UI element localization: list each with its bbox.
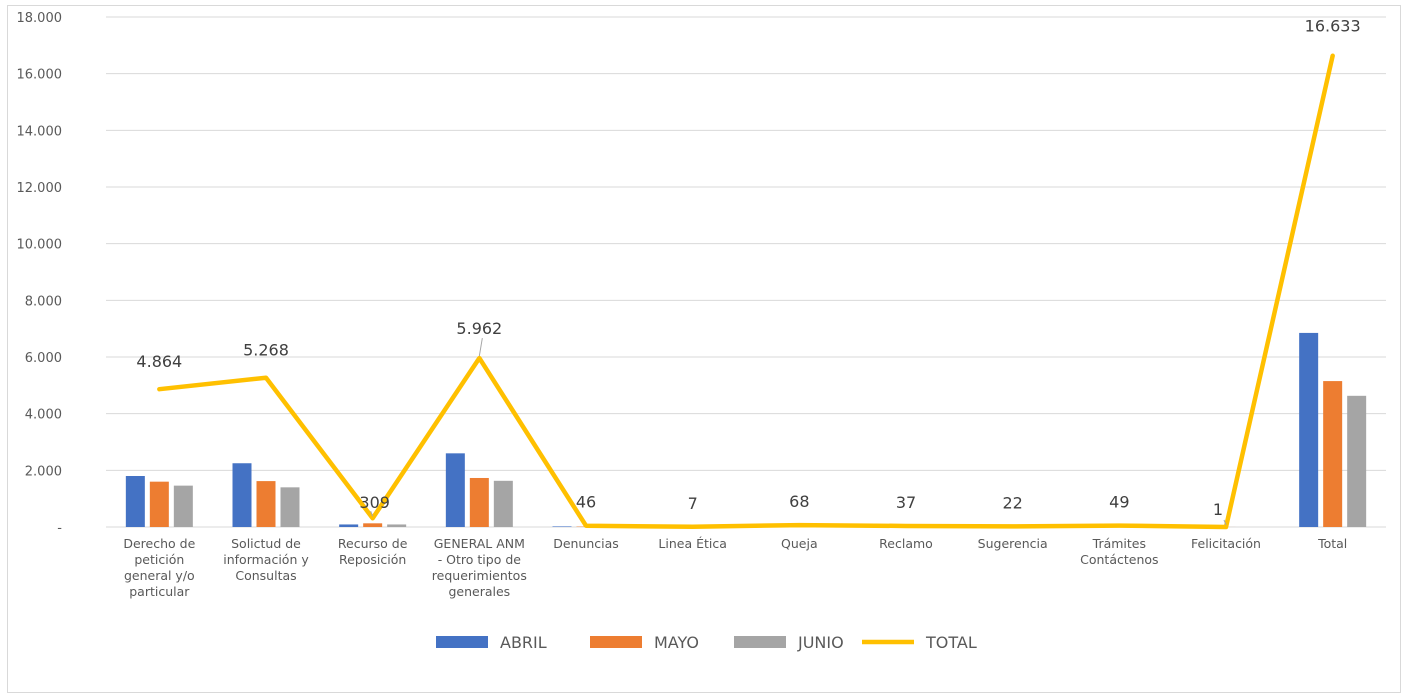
total-line-path <box>157 53 1335 530</box>
data-label: 46 <box>576 493 596 512</box>
legend-swatch-abril <box>436 636 488 648</box>
x-tick-label: Solictud de información y Consultas <box>223 536 309 583</box>
x-tick-label: Sugerencia <box>978 536 1048 551</box>
x-tick-label: Denuncias <box>553 536 619 551</box>
x-tick-label: Linea Ética <box>658 536 727 551</box>
bars <box>125 332 1367 527</box>
legend-swatch-junio <box>734 636 786 648</box>
data-label: 7 <box>688 494 698 513</box>
legend-label-total: TOTAL <box>925 633 977 652</box>
bar-mayo <box>1323 381 1343 527</box>
data-label: 68 <box>789 492 809 511</box>
y-tick-label: 6.000 <box>25 351 62 366</box>
total-line <box>157 53 1335 530</box>
x-tick-label: Total <box>1317 536 1347 551</box>
bar-mayo <box>469 477 489 527</box>
y-axis-ticks: - 2.000 4.000 6.000 8.000 10.000 12.000 14.000 1… <box>17 11 63 536</box>
combo-chart: - 2.000 4.000 6.000 8.000 10.000 12.000 14.000 1… <box>17 11 1386 652</box>
bar-abril <box>1299 332 1319 527</box>
y-tick-label: 18.000 <box>17 11 63 26</box>
legend-swatch-mayo <box>590 636 642 648</box>
y-tick-label: 8.000 <box>25 294 62 309</box>
y-tick-label: 16.000 <box>17 68 63 83</box>
data-label: 37 <box>896 493 916 512</box>
x-tick-label: Trámites Contáctenos <box>1080 536 1158 567</box>
bar-mayo <box>256 481 276 527</box>
legend-label-junio: JUNIO <box>797 633 844 652</box>
legend-label-mayo: MAYO <box>654 633 699 652</box>
data-label: 1 <box>1213 500 1223 519</box>
bar-abril <box>552 526 572 527</box>
data-label: 5.962 <box>456 319 502 338</box>
bar-abril <box>445 453 465 527</box>
data-labels: 4.864 5.268 309 5.962 46 7 68 37 22 49 1 16.633 <box>136 17 1361 526</box>
x-tick-label: Reclamo <box>879 536 933 551</box>
data-label: 49 <box>1109 493 1129 512</box>
bar-mayo <box>363 523 383 527</box>
gridlines <box>106 16 1386 528</box>
label-leader <box>370 511 374 517</box>
legend: ABRIL MAYO JUNIO TOTAL <box>436 633 977 652</box>
bar-mayo <box>149 481 169 527</box>
data-label: 4.864 <box>136 352 182 371</box>
label-leader <box>478 337 483 357</box>
y-tick-label: 10.000 <box>17 238 63 253</box>
bar-junio <box>387 524 407 527</box>
legend-label-abril: ABRIL <box>500 633 547 652</box>
bar-junio <box>493 480 513 527</box>
x-tick-label: Queja <box>781 536 818 551</box>
data-label: 16.633 <box>1305 17 1361 36</box>
y-tick-label: 4.000 <box>25 408 62 423</box>
x-axis-labels: Derecho de petición general y/o particular S… <box>123 536 1347 599</box>
y-tick-label: 12.000 <box>17 181 63 196</box>
bar-abril <box>125 476 145 527</box>
chart-frame: - 2.000 4.000 6.000 8.000 10.000 12.000 14.000 1… <box>7 5 1401 693</box>
x-tick-label: Felicitación <box>1191 536 1261 551</box>
bar-junio <box>1347 395 1367 527</box>
bar-junio <box>280 487 300 527</box>
bar-abril <box>232 463 252 527</box>
data-label: 309 <box>359 493 390 512</box>
x-tick-label: GENERAL ANM - Otro tipo de requerimientos g… <box>432 536 527 599</box>
bar-abril <box>339 524 359 527</box>
data-label: 5.268 <box>243 341 289 360</box>
y-tick-label: 14.000 <box>17 124 63 139</box>
label-leader <box>1223 519 1227 526</box>
y-tick-label: - <box>57 521 62 536</box>
data-label: 22 <box>1002 493 1022 512</box>
x-tick-label: Derecho de petición general y/o particular <box>123 536 195 599</box>
y-tick-label: 2.000 <box>25 464 62 479</box>
bar-junio <box>173 485 193 527</box>
x-tick-label: Recurso de Reposición <box>338 536 408 567</box>
